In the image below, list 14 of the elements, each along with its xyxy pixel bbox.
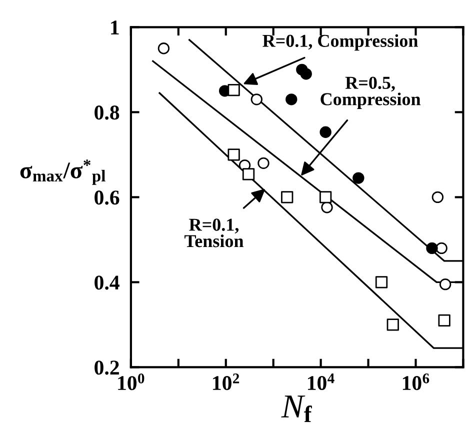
annotation: R=0.1, Compression (262, 34, 418, 51)
x-tick-label: 10$^{0}$ (118, 374, 144, 390)
y-tick-label: 0.6 (94, 190, 120, 205)
x-axis-title: N$_{f}$ (281, 396, 312, 422)
y-tick-label: 1 (111, 20, 119, 34)
y-tick-label: 0.4 (94, 276, 120, 290)
annotation: R=0.1, Tension (184, 218, 244, 248)
x-tick-label: 10$^{2}$ (213, 374, 240, 390)
x-tick-label: 10$^{4}$ (308, 374, 334, 390)
y-axis-title: σ$_{max}$/σ$^{*}$$_{pl}$ (20, 160, 106, 185)
y-tick-label: 0.2 (94, 360, 119, 375)
y-tick-label: 0.8 (94, 106, 120, 120)
x-tick-label: 10$^{6}$ (402, 374, 430, 390)
annotation: R=0.5, Compression (320, 76, 421, 109)
